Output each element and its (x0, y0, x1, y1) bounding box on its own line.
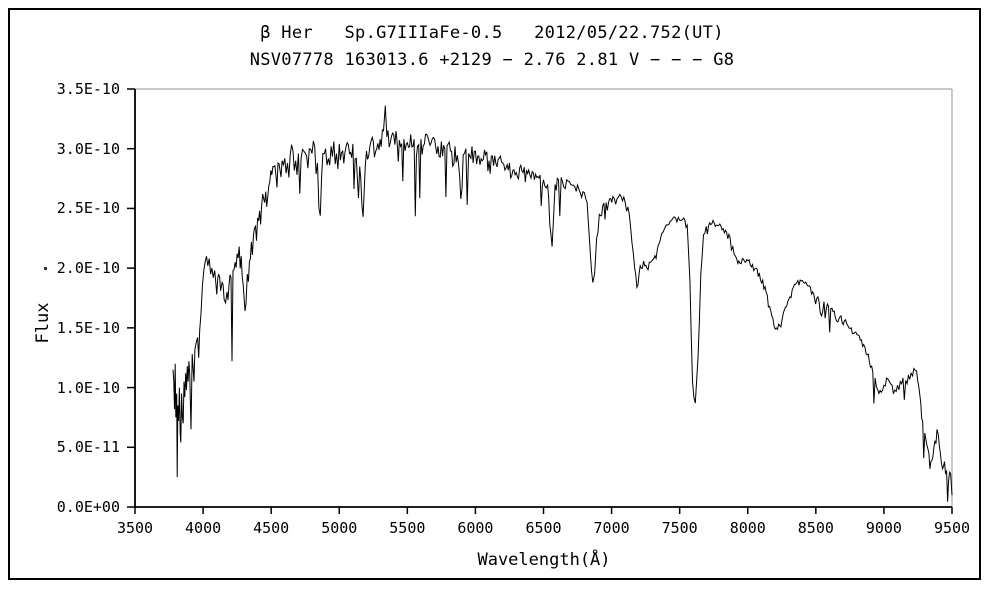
x-tick-label: 4500 (253, 519, 290, 537)
y-axis-title: Flux (33, 302, 53, 344)
y-tick-label: 0.0E+00 (56, 498, 120, 516)
y-tick-label: 3.5E-10 (56, 80, 120, 98)
spectrum-trace (172, 105, 953, 502)
x-tick-label: 5500 (389, 519, 426, 537)
x-tick-label: 6500 (525, 519, 562, 537)
x-tick-label: 3500 (116, 519, 154, 537)
y-tick-label: 5.0E-11 (56, 438, 120, 457)
x-tick-label: 5000 (321, 519, 358, 537)
y-tick-label: 3.0E-10 (56, 139, 120, 158)
x-tick-label: 8000 (729, 519, 766, 537)
x-tick-label: 9000 (865, 519, 902, 537)
y-tick-label: 2.5E-10 (56, 199, 120, 218)
y-tick-label: 1.5E-10 (56, 318, 120, 337)
image-border-frame (8, 8, 981, 580)
y-tick-label: 2.0E-10 (56, 259, 120, 278)
stray-dot-mark (44, 267, 47, 270)
x-tick-label: 6000 (457, 519, 494, 537)
x-tick-label: 7500 (661, 519, 698, 537)
chart-subtitle-catalog-info: NSV07778 163013.6 +2129 − 2.76 2.81 V − … (249, 50, 735, 70)
x-tick-label: 8500 (797, 519, 834, 537)
x-axis-title: Wavelength(Å) (477, 550, 611, 570)
x-tick-label: 7000 (593, 519, 630, 537)
chart-title-star-and-date: β Her Sp.G7IIIaFe-0.5 2012/05/22.752(UT) (260, 23, 724, 43)
y-tick-label: 1.0E-10 (56, 378, 120, 397)
x-tick-label: 4000 (185, 519, 222, 537)
x-tick-label: 9500 (933, 519, 971, 537)
